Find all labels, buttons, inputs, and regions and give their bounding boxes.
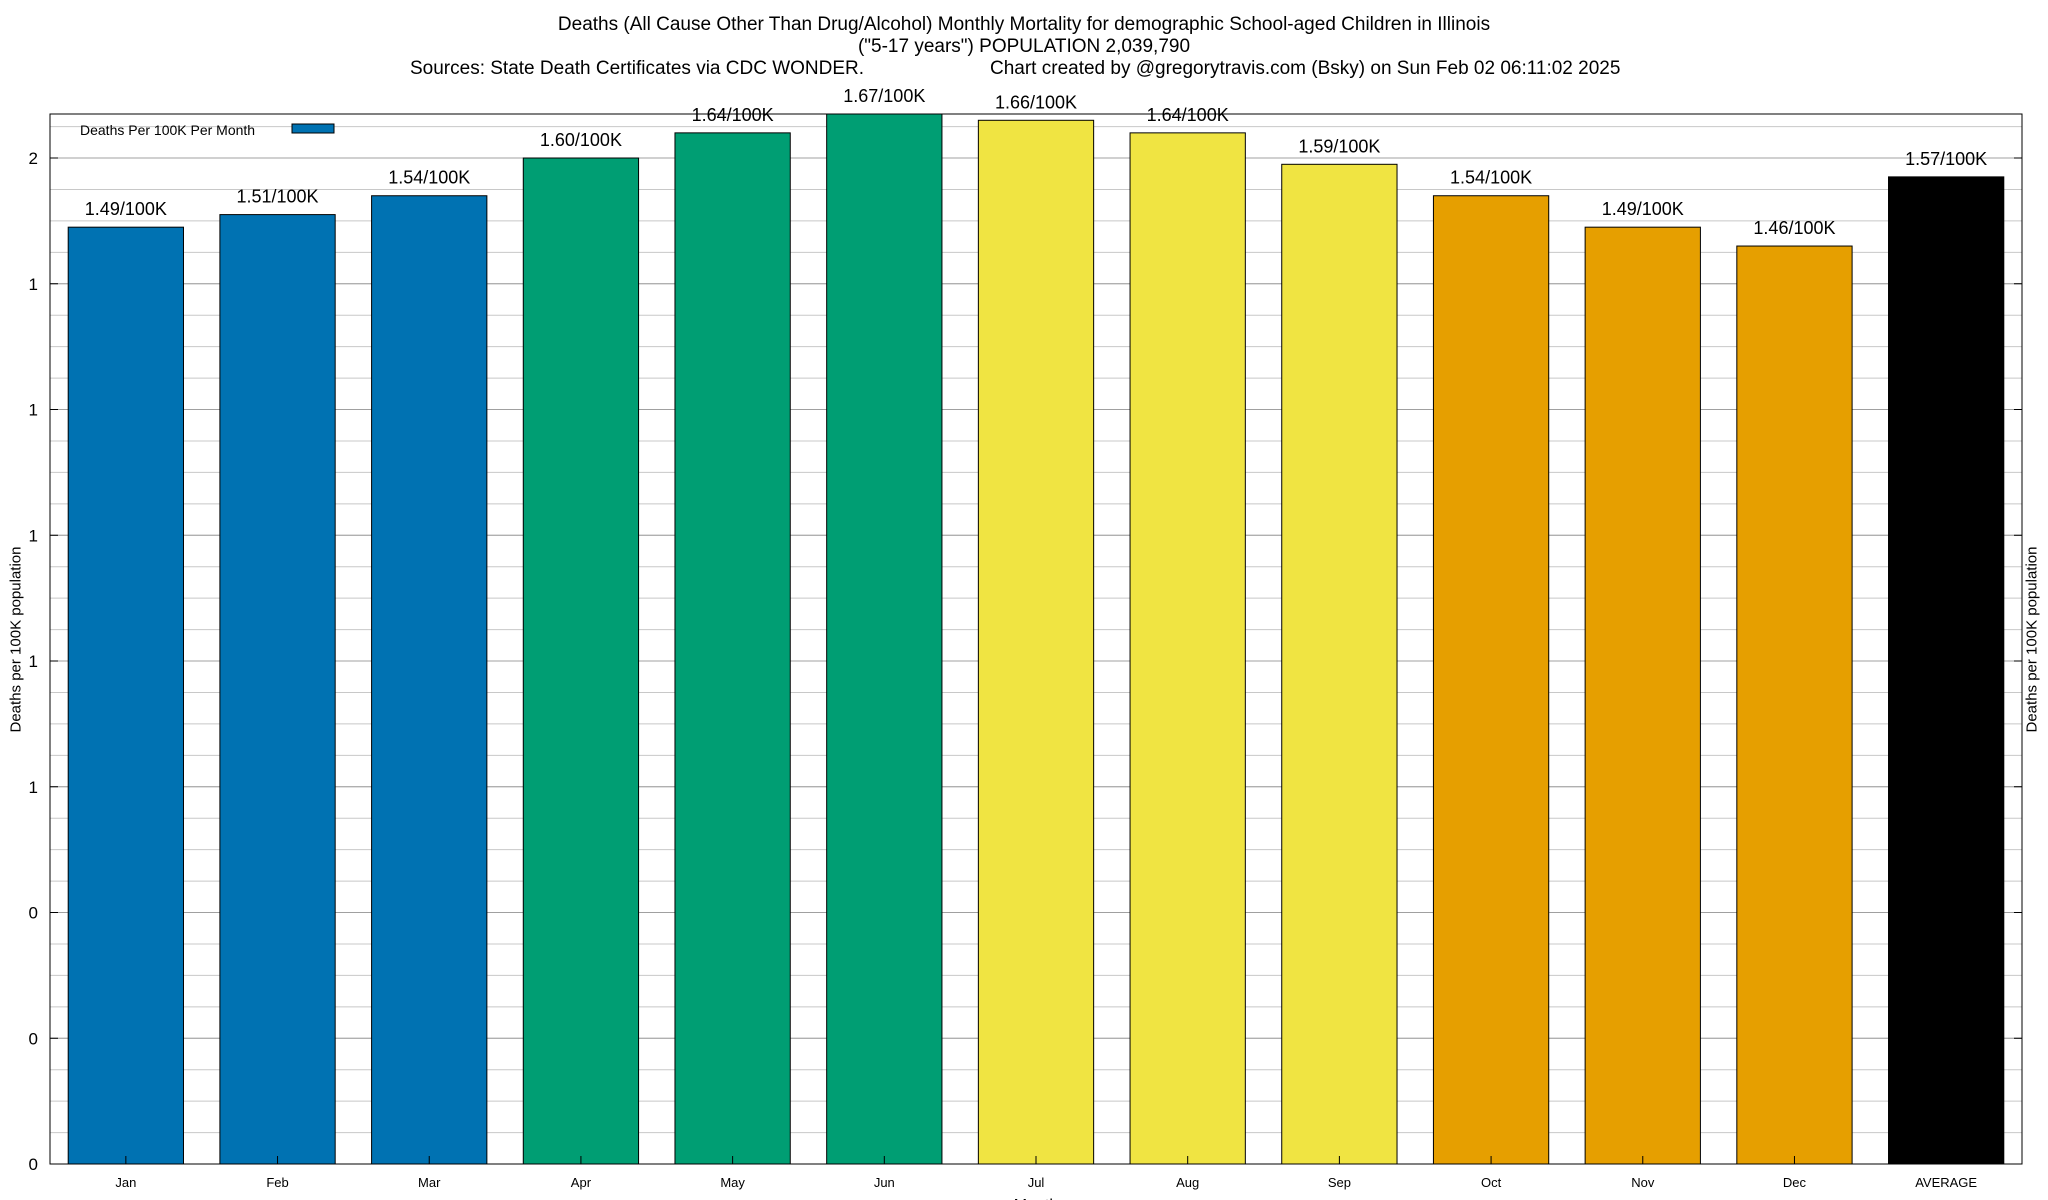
bar (67, 226, 184, 1165)
x-tick-label: Jan (115, 1175, 136, 1190)
bar (522, 157, 640, 1165)
y-axis-label: Deaths per 100K population (7, 546, 25, 732)
x-tick-label: AVERAGE (1915, 1175, 1977, 1190)
bar (1129, 132, 1246, 1165)
chart-credit: Chart created by @gregorytravis.com (Bsk… (990, 58, 1621, 79)
y-tick-label: 1 (29, 526, 38, 545)
data-label: 1.54/100K (1450, 168, 1532, 188)
bar (1736, 245, 1853, 1165)
y-tick-label: 2 (29, 149, 38, 168)
chart-title: Deaths (All Cause Other Than Drug/Alcoho… (557, 14, 1491, 35)
y2-axis-label: Deaths per 100K population (2023, 546, 2041, 732)
bar (1584, 226, 1701, 1165)
data-label: 1.54/100K (388, 168, 470, 188)
bar (1281, 163, 1398, 1165)
bar (371, 195, 488, 1165)
bar (1432, 195, 1550, 1165)
data-label: 1.67/100K (843, 86, 925, 106)
x-tick-label: Jul (1028, 1175, 1045, 1190)
data-label: 1.49/100K (1602, 199, 1684, 219)
data-label: 1.51/100K (236, 187, 318, 207)
data-label: 1.60/100K (540, 130, 622, 150)
x-axis-label: Month (1014, 1197, 1058, 1200)
x-tick-label: Mar (418, 1175, 441, 1190)
x-tick-label: Jun (874, 1175, 895, 1190)
legend-label: Deaths Per 100K Per Month (80, 122, 255, 138)
y-tick-label: 0 (29, 1029, 38, 1048)
bar (826, 113, 943, 1165)
data-label: 1.49/100K (85, 199, 167, 219)
x-tick-label: Dec (1783, 1175, 1807, 1190)
y-tick-label: 1 (29, 275, 38, 294)
y-tick-label: 0 (29, 1155, 38, 1174)
chart-sources: Sources: State Death Certificates via CD… (410, 58, 865, 79)
chart-subtitle: ("5-17 years") POPULATION 2,039,790 (857, 36, 1191, 57)
x-tick-label: Sep (1328, 1175, 1351, 1190)
data-label: 1.57/100K (1905, 149, 1987, 169)
x-tick-label: May (720, 1175, 745, 1190)
data-label: 1.64/100K (1147, 105, 1229, 125)
legend-swatch (291, 123, 335, 134)
chart-title-block: Deaths (All Cause Other Than Drug/Alcoho… (0, 14, 2048, 58)
y-tick-label: 1 (29, 778, 38, 797)
bar (674, 132, 791, 1165)
data-label: 1.64/100K (692, 105, 774, 125)
x-tick-label: Apr (571, 1175, 592, 1190)
y-tick-label: 1 (29, 652, 38, 671)
bar (219, 214, 336, 1165)
plot-border (49, 113, 2023, 1165)
y-tick-label: 1 (29, 401, 38, 420)
x-tick-label: Feb (266, 1175, 288, 1190)
x-tick-label: Aug (1176, 1175, 1199, 1190)
bar (977, 119, 1095, 1165)
y-tick-label: 0 (29, 904, 38, 923)
x-tick-label: Oct (1481, 1175, 1502, 1190)
bar (1888, 176, 2005, 1165)
data-label: 1.66/100K (995, 92, 1077, 112)
data-label: 1.59/100K (1298, 136, 1380, 156)
data-label: 1.46/100K (1753, 218, 1835, 238)
x-tick-label: Nov (1631, 1175, 1655, 1190)
